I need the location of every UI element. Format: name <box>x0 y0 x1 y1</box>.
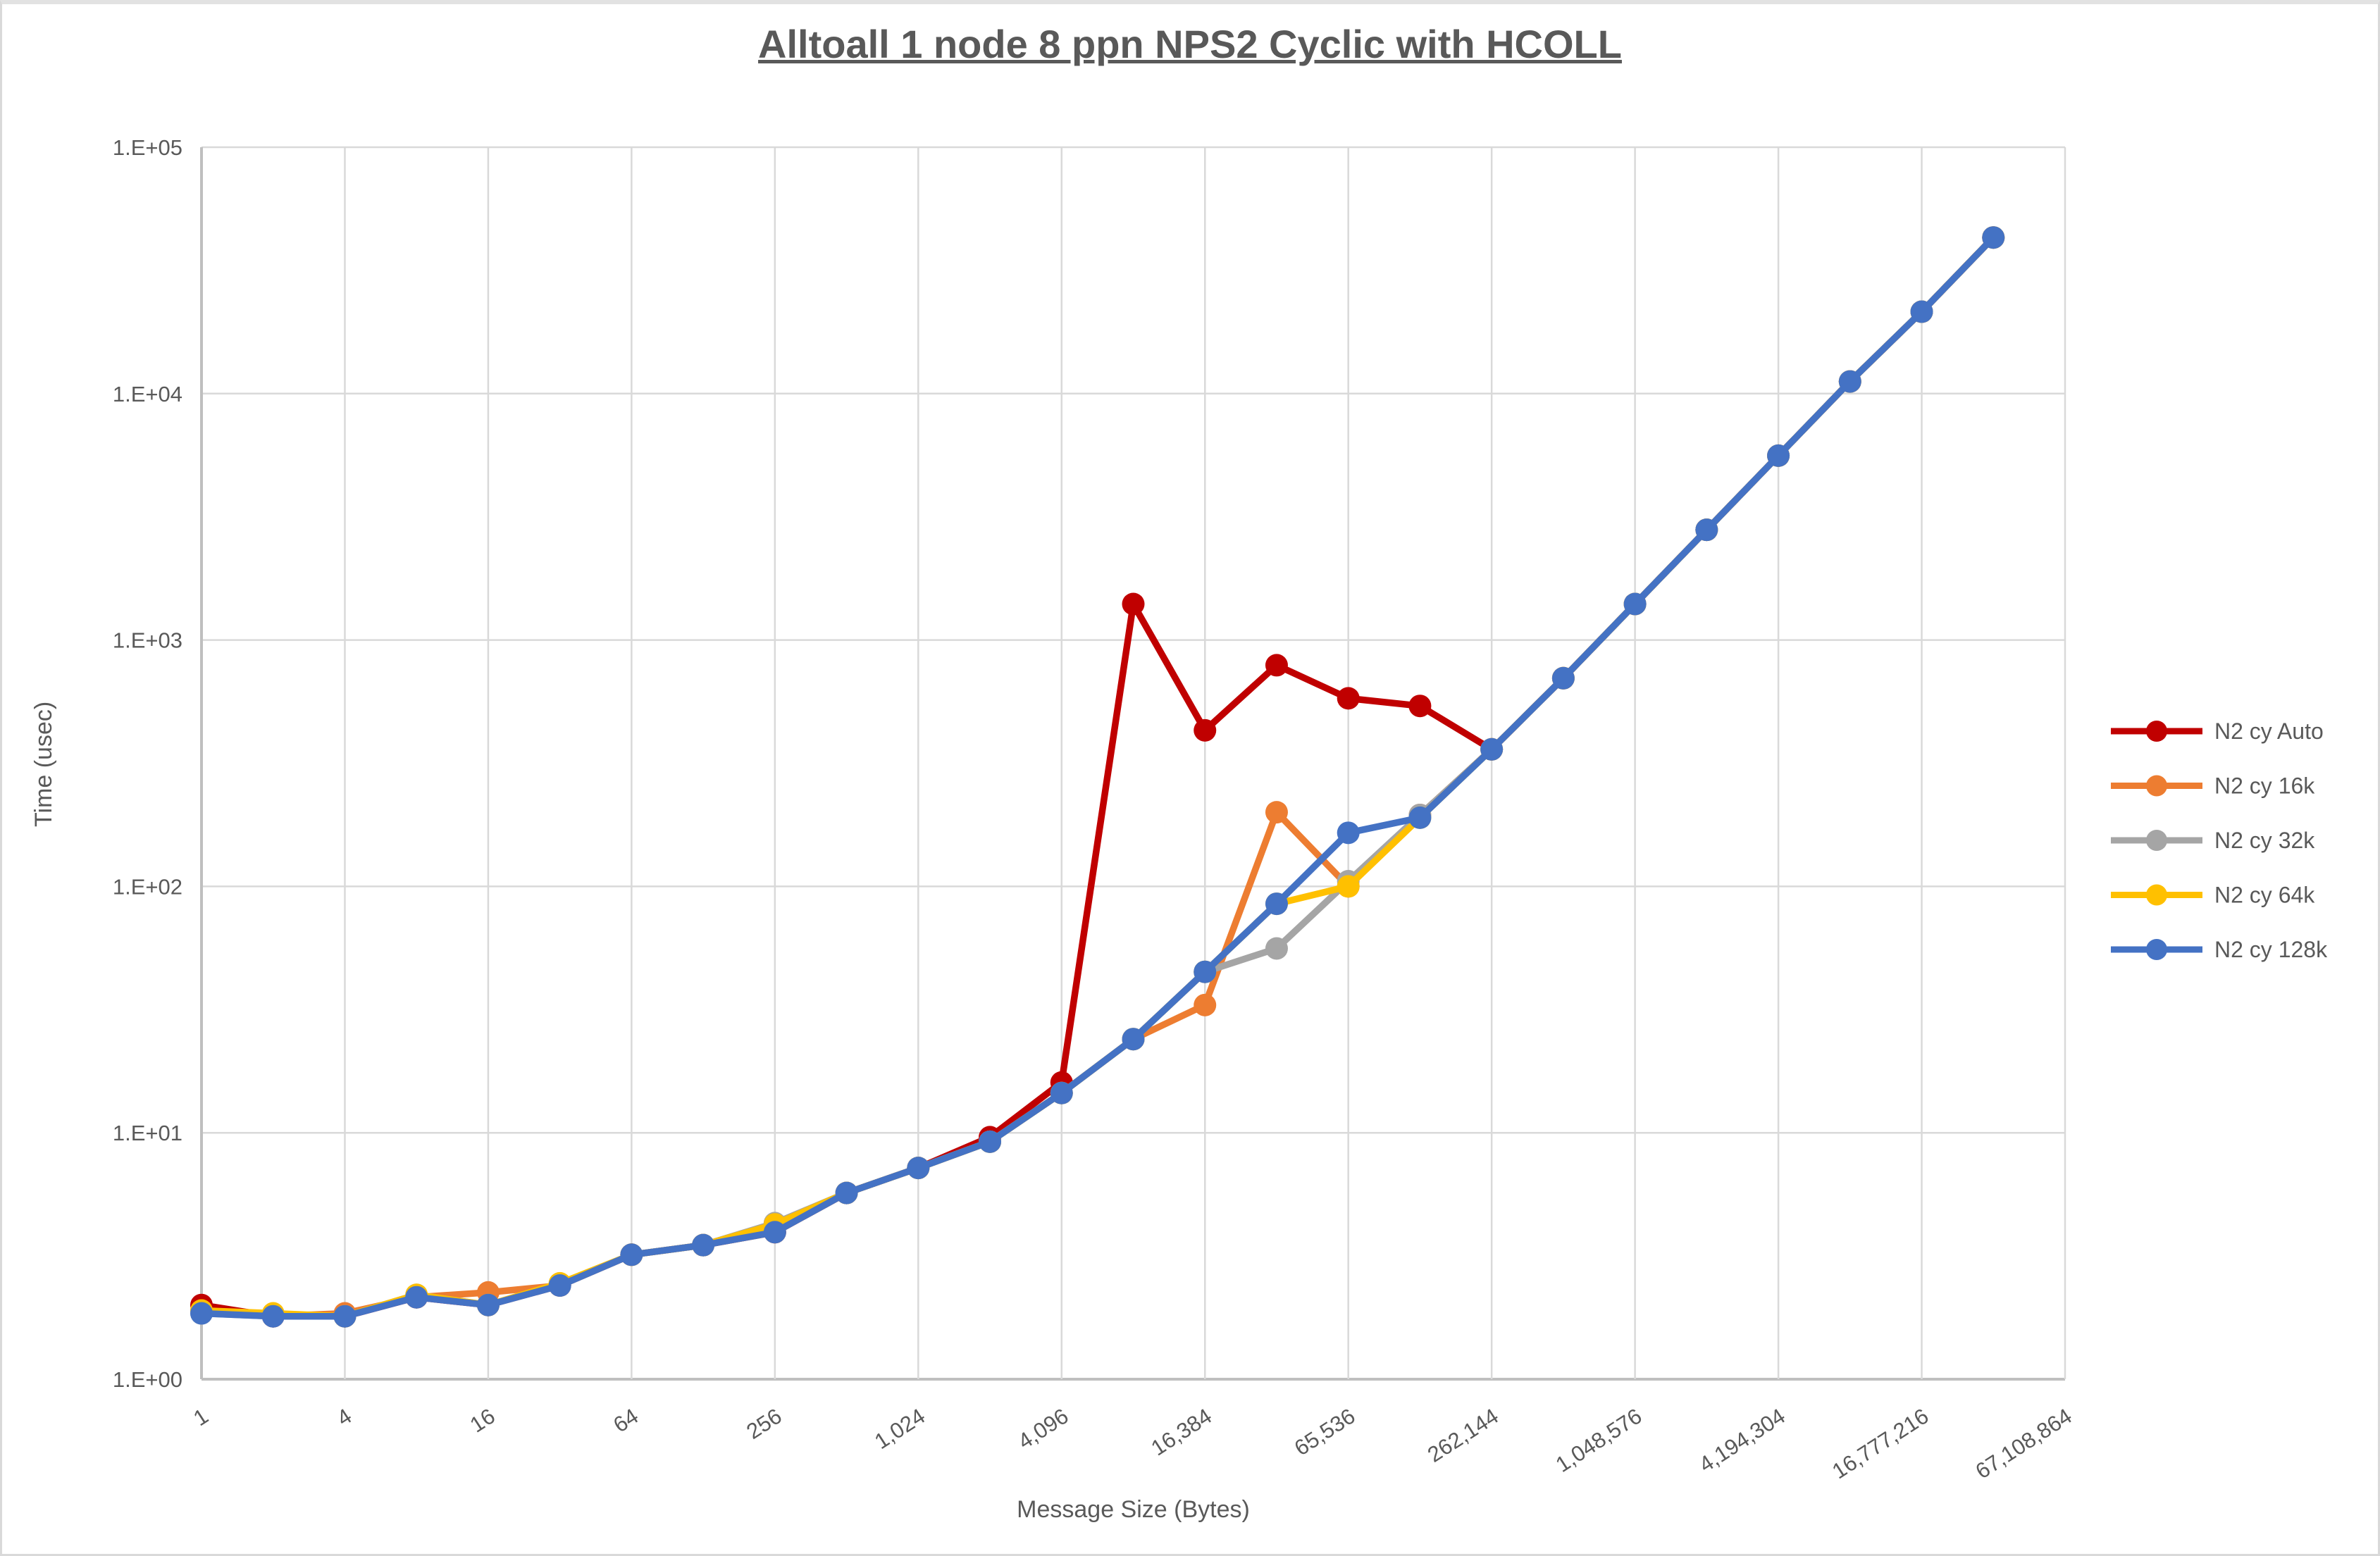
data-point-n2-cy-128k <box>1050 1081 1073 1104</box>
x-tick-label: 4,096 <box>1013 1404 1072 1455</box>
data-point-n2-cy-128k <box>1265 892 1288 916</box>
data-point-n2-cy-128k <box>190 1302 213 1325</box>
legend-item-n2-cy-128k: N2 cy 128k <box>2111 937 2328 962</box>
data-point-n2-cy-64k <box>1337 875 1360 898</box>
legend-label: N2 cy 64k <box>2214 883 2315 908</box>
data-point-n2-cy-128k <box>405 1286 428 1309</box>
data-point-n2-cy-128k <box>1982 226 2005 249</box>
y-tick-label: 1.E+00 <box>113 1367 182 1392</box>
x-tick-label: 64 <box>609 1404 643 1438</box>
legend-marker <box>2146 939 2167 960</box>
data-point-n2-cy-128k <box>1480 737 1504 761</box>
x-tick-label: 65,536 <box>1290 1404 1360 1461</box>
data-point-n2-cy-128k <box>620 1243 643 1266</box>
y-tick-label: 1.E+03 <box>113 628 182 653</box>
legend-item-n2-cy-64k: N2 cy 64k <box>2111 883 2315 908</box>
data-point-n2-cy-128k <box>1623 592 1647 616</box>
x-tick-label: 1,024 <box>870 1404 929 1455</box>
legend-item-n2-cy-16k: N2 cy 16k <box>2111 773 2315 799</box>
data-point-n2-cy-128k <box>907 1157 930 1180</box>
x-tick-label: 262,144 <box>1423 1404 1503 1467</box>
data-point-n2-cy-128k <box>1838 370 1861 393</box>
data-point-n2-cy-16k <box>1265 801 1288 824</box>
chart-plot: 1.E+00 1.E+01 1.E+02 1.E+03 1.E+04 1.E+05 1 4 16… <box>113 135 2328 1484</box>
data-point-n2-cy-128k <box>548 1274 571 1297</box>
x-tick-label: 1 <box>189 1404 213 1431</box>
legend-marker <box>2146 775 2167 797</box>
x-tick-label: 16,777,216 <box>1828 1404 1933 1484</box>
data-point-n2-cy-128k <box>1408 806 1432 829</box>
data-point-n2-cy-128k <box>1910 300 1933 323</box>
series-line-n2-cy-auto <box>198 234 1997 1320</box>
legend-label: N2 cy Auto <box>2214 718 2324 744</box>
x-tick-label: 256 <box>742 1404 786 1445</box>
data-point-n2-cy-128k <box>835 1181 858 1205</box>
y-tick-label: 1.E+05 <box>113 135 182 160</box>
legend-label: N2 cy 16k <box>2214 773 2315 799</box>
y-tick-label: 1.E+04 <box>113 382 182 406</box>
legend-item-n2-cy-auto: N2 cy Auto <box>2111 718 2324 744</box>
data-point-n2-cy-128k <box>1194 960 1217 983</box>
y-tick-label: 1.E+01 <box>113 1121 182 1145</box>
data-point-n2-cy-128k <box>261 1305 285 1328</box>
x-tick-label: 16 <box>466 1404 500 1438</box>
x-axis-title: Message Size (Bytes) <box>1017 1496 1250 1523</box>
x-tick-label: 1,048,576 <box>1551 1404 1647 1477</box>
data-point-n2-cy-128k <box>692 1233 715 1257</box>
data-point-n2-cy-16k <box>1194 993 1217 1016</box>
y-tick-label: 1.E+02 <box>113 874 182 899</box>
x-tick-label: 4,194,304 <box>1694 1404 1790 1477</box>
data-point-n2-cy-128k <box>333 1305 357 1328</box>
data-point-n2-cy-128k <box>1337 821 1360 845</box>
legend-label: N2 cy 32k <box>2214 828 2315 853</box>
legend-item-n2-cy-32k: N2 cy 32k <box>2111 828 2315 853</box>
legend-label: N2 cy 128k <box>2214 937 2328 962</box>
data-point-n2-cy-auto <box>1265 654 1288 677</box>
data-point-n2-cy-128k <box>476 1293 500 1317</box>
series-line-n2-cy-128k <box>198 234 1997 1320</box>
data-point-n2-cy-auto <box>1122 592 1145 616</box>
x-tick-label: 4 <box>333 1404 357 1431</box>
data-point-n2-cy-auto <box>1194 718 1217 742</box>
data-point-n2-cy-128k <box>1695 518 1718 542</box>
data-point-n2-cy-auto <box>1337 687 1360 710</box>
series-line-n2-cy-32k <box>198 234 1997 1320</box>
data-point-n2-cy-128k <box>1767 444 1790 467</box>
data-point-n2-cy-auto <box>1408 695 1432 718</box>
y-axis-title: Time (usec) <box>30 701 57 827</box>
data-point-n2-cy-128k <box>763 1221 786 1244</box>
data-point-n2-cy-128k <box>1122 1028 1145 1051</box>
legend-marker <box>2146 721 2167 742</box>
legend-marker <box>2146 830 2167 851</box>
series-line-n2-cy-64k <box>198 234 1997 1320</box>
x-tick-label: 16,384 <box>1146 1404 1216 1461</box>
data-point-n2-cy-128k <box>1551 666 1575 690</box>
series-line-n2-cy-16k <box>198 234 1997 1320</box>
chart-title: Alltoall 1 node 8 ppn NPS2 Cyclic with H… <box>758 22 1622 66</box>
legend-marker <box>2146 884 2167 906</box>
x-tick-label: 67,108,864 <box>1971 1404 2076 1484</box>
data-point-n2-cy-32k <box>1265 937 1288 960</box>
data-point-n2-cy-128k <box>979 1130 1002 1153</box>
